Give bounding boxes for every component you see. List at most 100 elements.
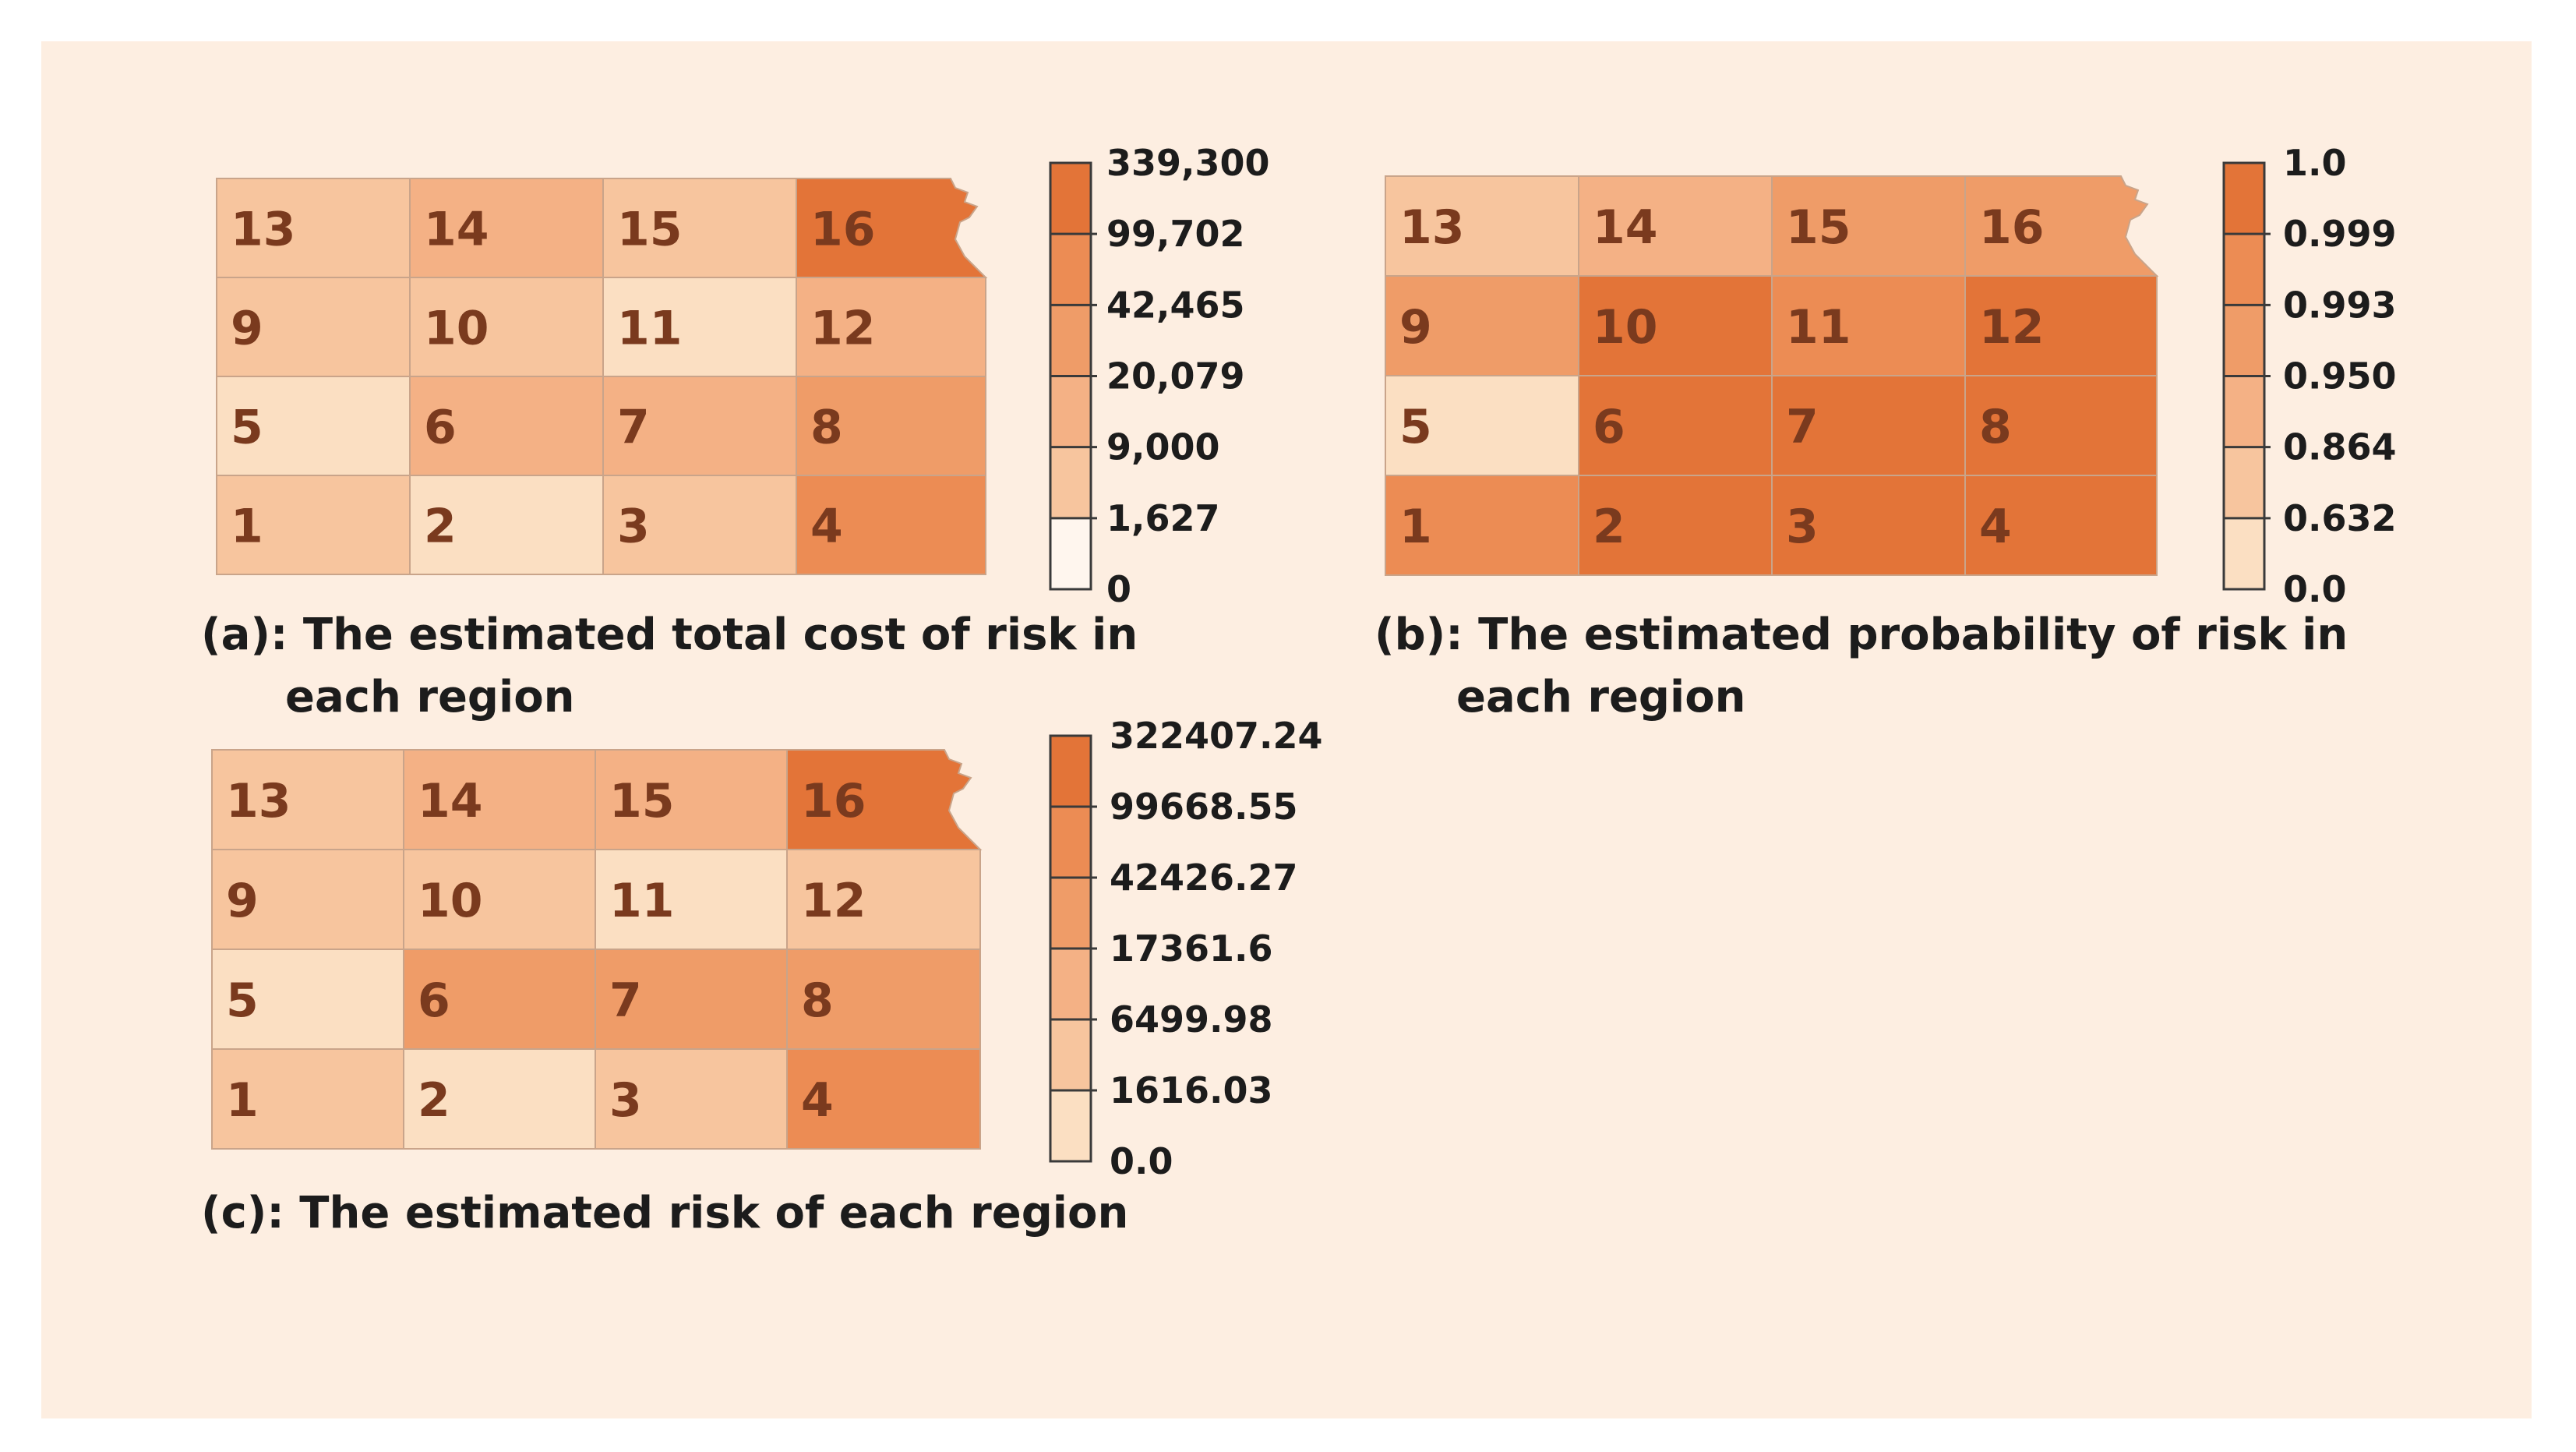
legend-label: 0 xyxy=(1106,568,1131,610)
region-label: 15 xyxy=(1786,200,1851,255)
region-label: 5 xyxy=(231,401,263,455)
region-5 xyxy=(216,376,411,476)
caption-b-line-2: each region xyxy=(1456,672,1746,722)
region-label: 15 xyxy=(617,203,683,257)
legend-label: 99,702 xyxy=(1106,213,1245,255)
legend-c: 322407.24 99668.55 42426.27 17361.6 6499.98 1… xyxy=(1049,715,1323,1182)
legend-swatch xyxy=(1050,807,1091,878)
legend-label: 99668.55 xyxy=(1110,786,1298,828)
legend-label: 17361.6 xyxy=(1110,927,1273,970)
region-12 xyxy=(786,849,981,950)
region-6 xyxy=(409,376,604,476)
region-4 xyxy=(1964,475,2158,576)
legend-swatch xyxy=(2224,163,2264,235)
map-c: 13 14 15 169 10 11 125 6 7 81 2 3 4 xyxy=(211,749,983,1150)
caption-a-line-1: (a): The estimated total cost of risk in xyxy=(201,609,1138,660)
region-1 xyxy=(216,475,411,575)
region-14 xyxy=(1578,175,1773,277)
region-label: 5 xyxy=(226,973,259,1028)
legend-label: 0.864 xyxy=(2283,426,2397,468)
legend-a: 339,300 99,702 42,465 20,079 9,000 1,627 0 xyxy=(1049,142,1270,610)
region-2 xyxy=(409,475,604,575)
legend-swatch xyxy=(2224,234,2264,306)
region-6 xyxy=(403,949,596,1050)
region-label: 14 xyxy=(424,203,489,257)
region-5 xyxy=(1385,375,1579,476)
region-label: 16 xyxy=(1979,200,2045,255)
region-label: 4 xyxy=(810,500,843,554)
region-label: 1 xyxy=(1399,500,1432,554)
region-label: 9 xyxy=(231,302,263,356)
region-10 xyxy=(409,277,604,377)
region-label: 12 xyxy=(1979,300,2045,355)
legend-swatch xyxy=(2224,447,2264,518)
legend-swatch xyxy=(1050,234,1091,306)
region-label: 8 xyxy=(1979,400,2012,454)
legend-swatch xyxy=(2224,518,2264,589)
region-10 xyxy=(403,849,596,950)
region-8 xyxy=(1964,375,2158,476)
legend-label: 0.993 xyxy=(2283,284,2397,326)
region-13 xyxy=(216,178,411,278)
legend-label: 322407.24 xyxy=(1110,715,1323,757)
region-8 xyxy=(796,376,986,476)
legend-swatch xyxy=(1050,305,1091,376)
caption-b-line-1: (b): The estimated probability of risk i… xyxy=(1374,609,2348,660)
region-label: 4 xyxy=(801,1073,834,1128)
region-7 xyxy=(595,949,788,1050)
legend-swatch xyxy=(1050,518,1091,589)
map-b: 13 14 15 169 10 11 125 6 7 81 2 3 4 xyxy=(1385,175,2159,576)
legend-label: 1.0 xyxy=(2283,142,2347,184)
region-1 xyxy=(1385,475,1579,576)
region-label: 7 xyxy=(617,401,650,455)
legend-swatch xyxy=(1050,878,1091,949)
legend-swatch xyxy=(1050,949,1091,1019)
legend-label: 42426.27 xyxy=(1110,857,1298,899)
region-label: 12 xyxy=(801,874,866,928)
legend-label: 0.999 xyxy=(2283,213,2397,255)
region-label: 11 xyxy=(1786,300,1851,355)
region-label: 11 xyxy=(609,874,675,928)
region-7 xyxy=(602,376,797,476)
legend-label: 0.950 xyxy=(2283,355,2397,397)
region-13 xyxy=(211,749,404,850)
legend-swatch xyxy=(1050,447,1091,518)
region-label: 2 xyxy=(1593,500,1625,554)
region-8 xyxy=(786,949,981,1050)
region-label: 1 xyxy=(226,1073,259,1128)
legend-swatch xyxy=(1050,1090,1091,1161)
legend-label: 0.0 xyxy=(1110,1140,1173,1182)
region-label: 11 xyxy=(617,302,683,356)
region-label: 8 xyxy=(810,401,843,455)
region-label: 1 xyxy=(231,500,263,554)
region-label: 6 xyxy=(1593,400,1625,454)
map-a: 13 14 15 169 10 11 125 6 7 81 2 3 4 xyxy=(216,178,988,575)
region-label: 13 xyxy=(1399,200,1465,255)
legend-swatch xyxy=(1050,736,1091,807)
region-label: 7 xyxy=(1786,400,1819,454)
legend-swatch xyxy=(2224,305,2264,376)
legend-label: 1616.03 xyxy=(1110,1069,1273,1111)
legend-label: 9,000 xyxy=(1106,426,1220,468)
region-3 xyxy=(1771,475,1966,576)
region-label: 2 xyxy=(418,1073,450,1128)
caption-c-line-1: (c): The estimated risk of each region xyxy=(201,1188,1128,1238)
legend-label: 6499.98 xyxy=(1110,998,1273,1040)
legend-label: 1,627 xyxy=(1106,497,1220,539)
region-7 xyxy=(1771,375,1966,476)
region-label: 8 xyxy=(801,973,834,1028)
region-12 xyxy=(796,277,986,377)
region-4 xyxy=(796,475,986,575)
region-label: 7 xyxy=(609,973,642,1028)
caption-a-line-2: each region xyxy=(285,672,575,722)
legend-swatch xyxy=(1050,376,1091,447)
region-label: 16 xyxy=(801,774,866,828)
region-label: 10 xyxy=(424,302,489,356)
region-11 xyxy=(1771,275,1966,376)
legend-b: 1.0 0.999 0.993 0.950 0.864 0.632 0.0 xyxy=(2222,142,2397,610)
region-2 xyxy=(403,1048,596,1150)
region-9 xyxy=(1385,275,1579,376)
region-label: 6 xyxy=(418,973,450,1028)
region-label: 9 xyxy=(1399,300,1432,355)
